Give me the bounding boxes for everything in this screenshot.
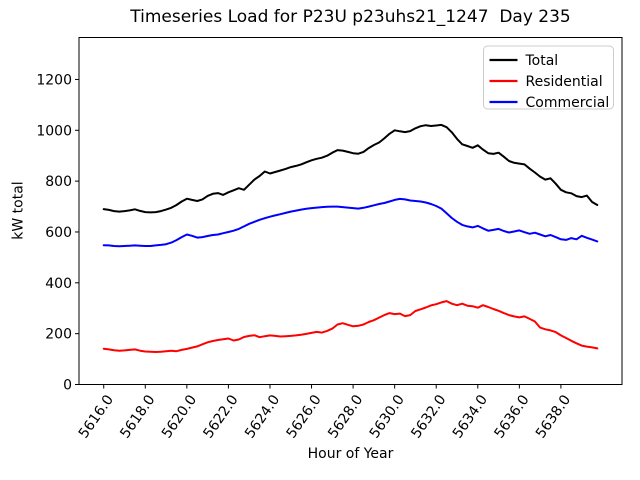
y-tick-label: 800 [45,174,72,190]
x-tick-label: 5626.0 [284,392,325,441]
series-line-commercial [102,197,599,248]
x-tick-label: 5616.0 [76,392,117,441]
x-tick-label: 5632.0 [408,392,449,441]
y-tick-label: 1200 [36,72,72,88]
x-tick-label: 5630.0 [367,392,408,441]
legend-box [483,45,614,110]
series-line-residential [102,300,599,353]
x-tick-label: 5622.0 [200,392,241,441]
y-tick-label: 1000 [36,123,72,139]
legend-label-residential: Residential [526,74,603,90]
chart-title: Timeseries Load for P23U p23uhs21_1247 D… [130,7,571,27]
x-tick-label: 5618.0 [117,392,158,441]
x-tick-label: 5634.0 [450,392,491,441]
y-tick-label: 600 [45,225,72,241]
y-tick-label: 400 [45,276,72,292]
x-axis-label: Hour of Year [307,446,394,462]
x-tick-label: 5628.0 [325,392,366,441]
x-tick-label: 5636.0 [491,392,532,441]
legend-label-commercial: Commercial [526,95,610,111]
x-tick-label: 5638.0 [533,392,574,441]
series-line-total [102,123,599,214]
y-tick-label: 200 [45,327,72,343]
y-tick-label: 0 [63,378,72,394]
x-tick-label: 5624.0 [242,392,283,441]
legend-label-total: Total [525,53,559,69]
x-tick-label: 5620.0 [159,392,200,441]
axes-frame [78,37,623,385]
